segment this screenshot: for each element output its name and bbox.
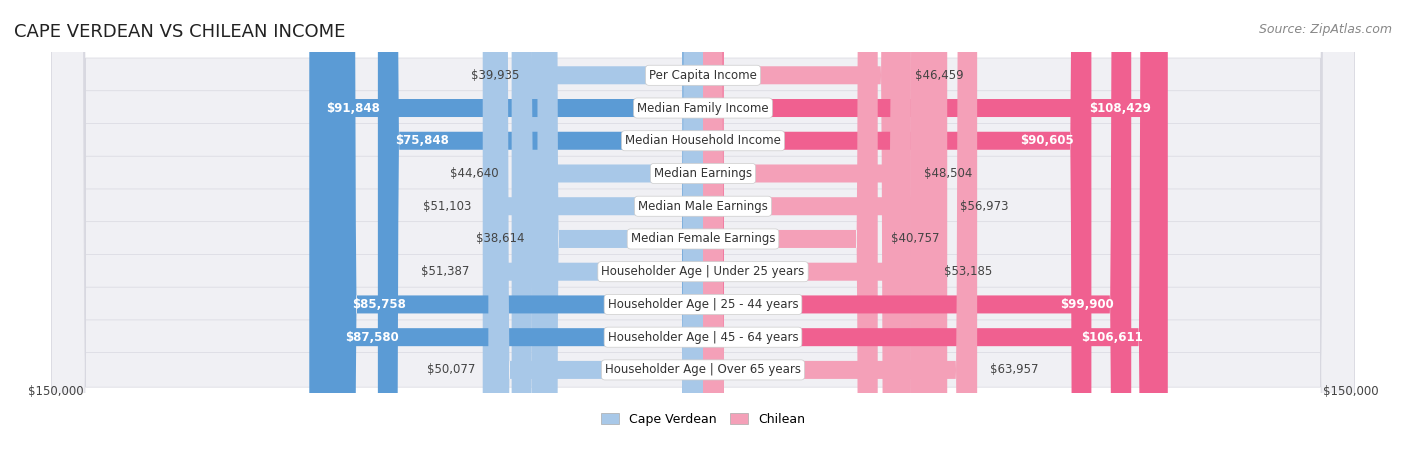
Text: $46,459: $46,459: [915, 69, 963, 82]
Text: Median Household Income: Median Household Income: [626, 134, 780, 147]
FancyBboxPatch shape: [703, 0, 1160, 467]
FancyBboxPatch shape: [378, 0, 703, 467]
Text: Source: ZipAtlas.com: Source: ZipAtlas.com: [1258, 23, 1392, 36]
FancyBboxPatch shape: [52, 0, 1354, 467]
Text: Median Female Earnings: Median Female Earnings: [631, 233, 775, 246]
Text: Per Capita Income: Per Capita Income: [650, 69, 756, 82]
FancyBboxPatch shape: [52, 0, 1354, 467]
FancyBboxPatch shape: [52, 0, 1354, 467]
Text: Householder Age | Over 65 years: Householder Age | Over 65 years: [605, 363, 801, 376]
FancyBboxPatch shape: [703, 0, 877, 467]
Text: $48,504: $48,504: [924, 167, 972, 180]
FancyBboxPatch shape: [328, 0, 703, 467]
Text: $85,758: $85,758: [353, 298, 406, 311]
Text: Householder Age | Under 25 years: Householder Age | Under 25 years: [602, 265, 804, 278]
Text: $108,429: $108,429: [1088, 101, 1150, 114]
FancyBboxPatch shape: [703, 0, 948, 467]
FancyBboxPatch shape: [537, 0, 703, 467]
Text: Median Earnings: Median Earnings: [654, 167, 752, 180]
FancyBboxPatch shape: [52, 0, 1354, 467]
FancyBboxPatch shape: [482, 0, 703, 467]
Text: $87,580: $87,580: [344, 331, 398, 344]
Text: $38,614: $38,614: [477, 233, 524, 246]
FancyBboxPatch shape: [336, 0, 703, 467]
Text: Median Male Earnings: Median Male Earnings: [638, 200, 768, 213]
Text: $91,848: $91,848: [326, 101, 380, 114]
FancyBboxPatch shape: [52, 0, 1354, 467]
FancyBboxPatch shape: [703, 0, 911, 467]
FancyBboxPatch shape: [703, 0, 1132, 467]
Text: Householder Age | 45 - 64 years: Householder Age | 45 - 64 years: [607, 331, 799, 344]
FancyBboxPatch shape: [703, 0, 931, 467]
Text: $53,185: $53,185: [943, 265, 993, 278]
Text: $90,605: $90,605: [1021, 134, 1074, 147]
FancyBboxPatch shape: [52, 0, 1354, 467]
Text: $150,000: $150,000: [28, 385, 83, 398]
Legend: Cape Verdean, Chilean: Cape Verdean, Chilean: [596, 408, 810, 431]
Text: Householder Age | 25 - 44 years: Householder Age | 25 - 44 years: [607, 298, 799, 311]
FancyBboxPatch shape: [52, 0, 1354, 467]
FancyBboxPatch shape: [512, 0, 703, 467]
FancyBboxPatch shape: [52, 0, 1354, 467]
Text: $56,973: $56,973: [960, 200, 1008, 213]
FancyBboxPatch shape: [309, 0, 703, 467]
Text: Median Family Income: Median Family Income: [637, 101, 769, 114]
Text: $40,757: $40,757: [890, 233, 939, 246]
FancyBboxPatch shape: [703, 0, 977, 467]
Text: $51,387: $51,387: [422, 265, 470, 278]
Text: $50,077: $50,077: [427, 363, 475, 376]
Text: $51,103: $51,103: [423, 200, 471, 213]
Text: $44,640: $44,640: [450, 167, 499, 180]
FancyBboxPatch shape: [703, 0, 1168, 467]
Text: $39,935: $39,935: [471, 69, 519, 82]
FancyBboxPatch shape: [52, 0, 1354, 467]
Text: CAPE VERDEAN VS CHILEAN INCOME: CAPE VERDEAN VS CHILEAN INCOME: [14, 23, 346, 42]
FancyBboxPatch shape: [488, 0, 703, 467]
FancyBboxPatch shape: [52, 0, 1354, 467]
FancyBboxPatch shape: [703, 0, 903, 467]
Text: $106,611: $106,611: [1081, 331, 1143, 344]
FancyBboxPatch shape: [531, 0, 703, 467]
Text: $150,000: $150,000: [1323, 385, 1378, 398]
FancyBboxPatch shape: [484, 0, 703, 467]
Text: $63,957: $63,957: [990, 363, 1039, 376]
Text: $99,900: $99,900: [1060, 298, 1114, 311]
Text: $75,848: $75,848: [395, 134, 449, 147]
FancyBboxPatch shape: [703, 0, 1091, 467]
